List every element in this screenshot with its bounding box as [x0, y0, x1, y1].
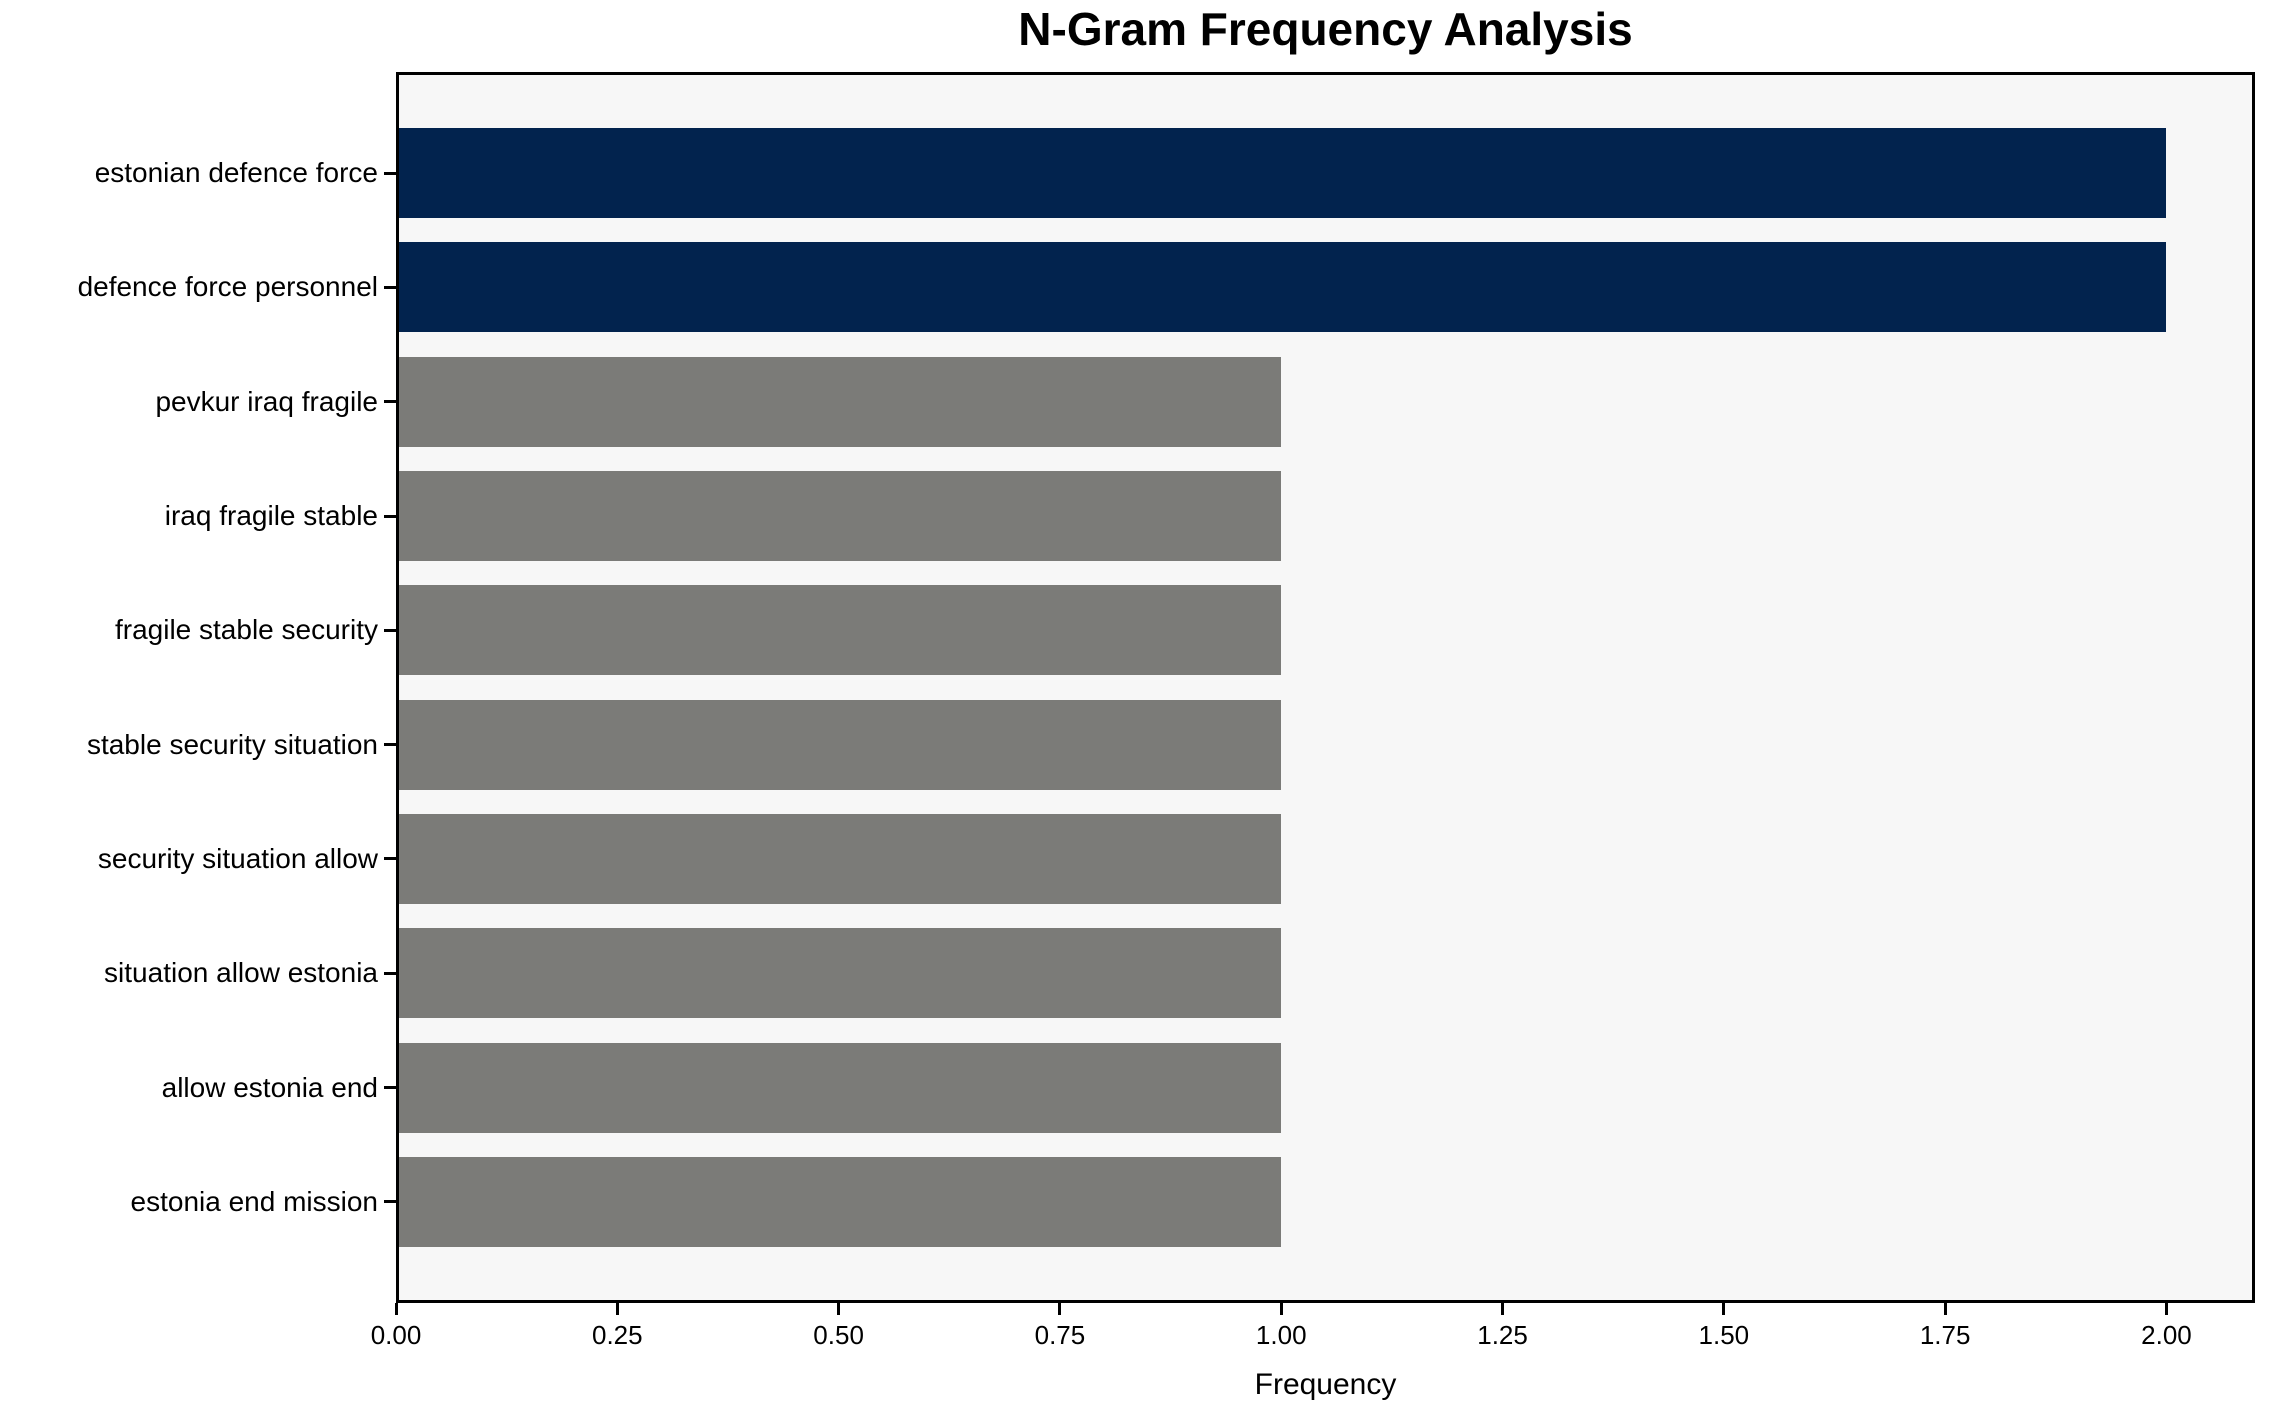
bar-1 — [399, 242, 2167, 333]
x-tick-7 — [1943, 1303, 1947, 1315]
y-tick-label-7: situation allow estonia — [104, 957, 378, 989]
x-tick-label-3: 0.75 — [1034, 1320, 1086, 1350]
y-tick-5 — [384, 743, 396, 747]
x-tick-label-8: 2.00 — [2141, 1320, 2192, 1350]
bar-6 — [399, 813, 1282, 904]
x-tick-8 — [2164, 1303, 2168, 1315]
x-tick-6 — [1722, 1303, 1726, 1315]
x-tick-label-5: 1.25 — [1477, 1320, 1528, 1350]
y-tick-1 — [384, 285, 396, 289]
x-tick-label-0: 0.00 — [370, 1320, 422, 1350]
x-tick-label-4: 1.00 — [1255, 1320, 1307, 1350]
x-tick-5 — [1501, 1303, 1505, 1315]
x-tick-label-1: 0.25 — [591, 1320, 643, 1350]
y-tick-7 — [384, 971, 396, 975]
y-tick-2 — [384, 400, 396, 404]
bar-9 — [399, 1156, 1282, 1247]
y-tick-4 — [384, 628, 396, 632]
x-tick-3 — [1058, 1303, 1062, 1315]
y-tick-label-2: pevkur iraq fragile — [155, 385, 378, 417]
x-tick-label-2: 0.50 — [813, 1320, 864, 1350]
y-tick-0 — [384, 171, 396, 175]
y-tick-label-0: estonian defence force — [94, 157, 378, 189]
y-tick-label-4: fragile stable security — [114, 614, 378, 646]
y-tick-6 — [384, 857, 396, 861]
y-tick-label-9: estonia end mission — [130, 1185, 378, 1217]
bar-2 — [399, 356, 1282, 447]
x-axis-label: Frequency — [1254, 1368, 1397, 1401]
y-tick-label-8: allow estonia end — [161, 1071, 378, 1103]
bar-5 — [399, 699, 1282, 790]
chart-title: N-Gram Frequency Analysis — [1018, 3, 1633, 55]
y-tick-label-1: defence force personnel — [77, 271, 378, 303]
x-tick-2 — [837, 1303, 841, 1315]
x-tick-1 — [615, 1303, 619, 1315]
bar-3 — [399, 471, 1282, 562]
x-tick-4 — [1279, 1303, 1283, 1315]
y-tick-3 — [384, 514, 396, 518]
x-tick-label-7: 1.75 — [1919, 1320, 1971, 1350]
x-tick-0 — [394, 1303, 398, 1315]
bar-7 — [399, 928, 1282, 1019]
bar-8 — [399, 1042, 1282, 1133]
y-tick-9 — [384, 1200, 396, 1204]
y-tick-label-3: iraq fragile stable — [164, 500, 378, 532]
x-tick-label-6: 1.50 — [1698, 1320, 1750, 1350]
bar-4 — [399, 585, 1282, 676]
y-tick-label-6: security situation allow — [97, 842, 378, 874]
y-tick-label-5: stable security situation — [86, 728, 378, 760]
bar-0 — [399, 128, 2167, 219]
y-tick-8 — [384, 1086, 396, 1090]
